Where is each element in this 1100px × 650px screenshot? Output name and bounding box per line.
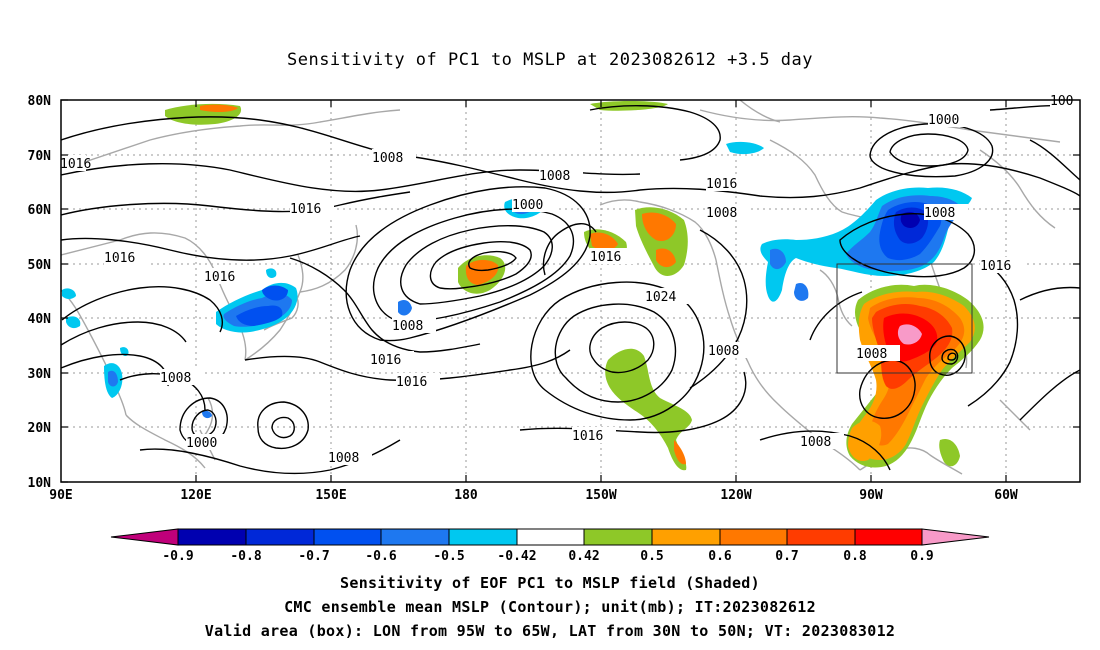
valid-area-box bbox=[836, 263, 973, 374]
contour-label: 1016 bbox=[204, 270, 235, 285]
lat-label: 60N bbox=[28, 203, 52, 218]
lat-label: 80N bbox=[28, 94, 52, 109]
contour-label: 1008 bbox=[372, 151, 403, 166]
contour-label: 1008 bbox=[708, 344, 739, 359]
colorbar-label: 0.8 bbox=[843, 549, 867, 564]
contour-label: 1008 bbox=[160, 371, 191, 386]
contour-label: 1008 bbox=[328, 451, 359, 466]
contour-label: 1008 bbox=[924, 206, 955, 221]
contour-label: 100 bbox=[1050, 94, 1073, 109]
contour-labels: 1016 1008 1008 1016 1000 1008 1000 1008 … bbox=[60, 92, 1080, 466]
colorbar-segment bbox=[380, 528, 450, 546]
colorbar bbox=[110, 528, 990, 546]
lon-label: 120W bbox=[720, 488, 751, 503]
lat-label: 40N bbox=[28, 312, 52, 327]
colorbar-segment bbox=[516, 528, 585, 546]
colorbar-arrow-right bbox=[921, 528, 990, 546]
colorbar-segment bbox=[583, 528, 653, 546]
chart-title: Sensitivity of PC1 to MSLP at 2023082612… bbox=[286, 50, 813, 70]
colorbar-segment bbox=[854, 528, 923, 546]
colorbar-label: -0.7 bbox=[298, 549, 329, 564]
colorbar-segment bbox=[245, 528, 315, 546]
colorbar-segment bbox=[177, 528, 247, 546]
contour-label: 1024 bbox=[645, 290, 676, 305]
colorbar-segment bbox=[651, 528, 721, 546]
contour-label: 1016 bbox=[572, 429, 603, 444]
lon-labels: 90E 120E 150E 180 150W 120W 90W 60W bbox=[49, 488, 1018, 503]
lat-label: 20N bbox=[28, 421, 52, 436]
contour-label: 1016 bbox=[370, 353, 401, 368]
lon-label: 90W bbox=[859, 488, 883, 503]
contour-label: 1016 bbox=[290, 202, 321, 217]
lon-label: 90E bbox=[49, 488, 72, 503]
colorbar-label: -0.6 bbox=[365, 549, 396, 564]
contour-label: 1000 bbox=[928, 113, 959, 128]
colorbar-label: 0.7 bbox=[775, 549, 798, 564]
lon-label: 150W bbox=[585, 488, 616, 503]
contour-label: 1008 bbox=[800, 435, 831, 450]
colorbar-segment bbox=[448, 528, 518, 546]
contour-label: 1008 bbox=[706, 206, 737, 221]
colorbar-label: -0.9 bbox=[162, 549, 193, 564]
contour-label: 1008 bbox=[539, 169, 570, 184]
colorbar-labels: -0.9 -0.8 -0.7 -0.6 -0.5 -0.42 0.42 0.5 … bbox=[162, 549, 933, 564]
lon-label: 150E bbox=[315, 488, 346, 503]
colorbar-segment bbox=[786, 528, 856, 546]
lon-label: 60W bbox=[994, 488, 1018, 503]
contour-label: 1016 bbox=[980, 259, 1011, 274]
colorbar-label: 0.9 bbox=[910, 549, 933, 564]
lat-label: 30N bbox=[28, 367, 52, 382]
map-frame bbox=[60, 99, 1081, 483]
caption-line-1: Sensitivity of EOF PC1 to MSLP field (Sh… bbox=[340, 574, 760, 592]
contour-label: 1008 bbox=[392, 319, 423, 334]
lat-label: 70N bbox=[28, 149, 52, 164]
colorbar-label: -0.5 bbox=[433, 549, 464, 564]
colorbar-label: 0.5 bbox=[640, 549, 663, 564]
contour-label: 1016 bbox=[104, 251, 135, 266]
contour-label: 1016 bbox=[590, 250, 621, 265]
colorbar-segment bbox=[719, 528, 788, 546]
contour-label: 1000 bbox=[512, 198, 543, 213]
colorbar-label: 0.42 bbox=[568, 549, 599, 564]
contour-label: 1000 bbox=[186, 436, 217, 451]
lat-label: 50N bbox=[28, 258, 52, 273]
colorbar-arrow-left bbox=[110, 528, 179, 546]
caption-line-2: CMC ensemble mean MSLP (Contour); unit(m… bbox=[284, 598, 816, 616]
contour-label: 1016 bbox=[706, 177, 737, 192]
lon-label: 180 bbox=[454, 488, 478, 503]
lat-label: 10N bbox=[28, 476, 52, 491]
contour-label: 1016 bbox=[60, 157, 91, 172]
tick-marks bbox=[61, 99, 1080, 483]
colorbar-label: -0.42 bbox=[497, 549, 536, 564]
colorbar-label: -0.8 bbox=[230, 549, 261, 564]
contour-label: 1016 bbox=[396, 375, 427, 390]
lon-label: 120E bbox=[180, 488, 211, 503]
caption-line-3: Valid area (box): LON from 95W to 65W, L… bbox=[204, 622, 896, 640]
colorbar-label: 0.6 bbox=[708, 549, 732, 564]
contour-label: 1008 bbox=[856, 347, 887, 362]
colorbar-segment bbox=[313, 528, 382, 546]
lat-labels: 80N 70N 60N 50N 40N 30N 20N 10N bbox=[28, 94, 52, 491]
